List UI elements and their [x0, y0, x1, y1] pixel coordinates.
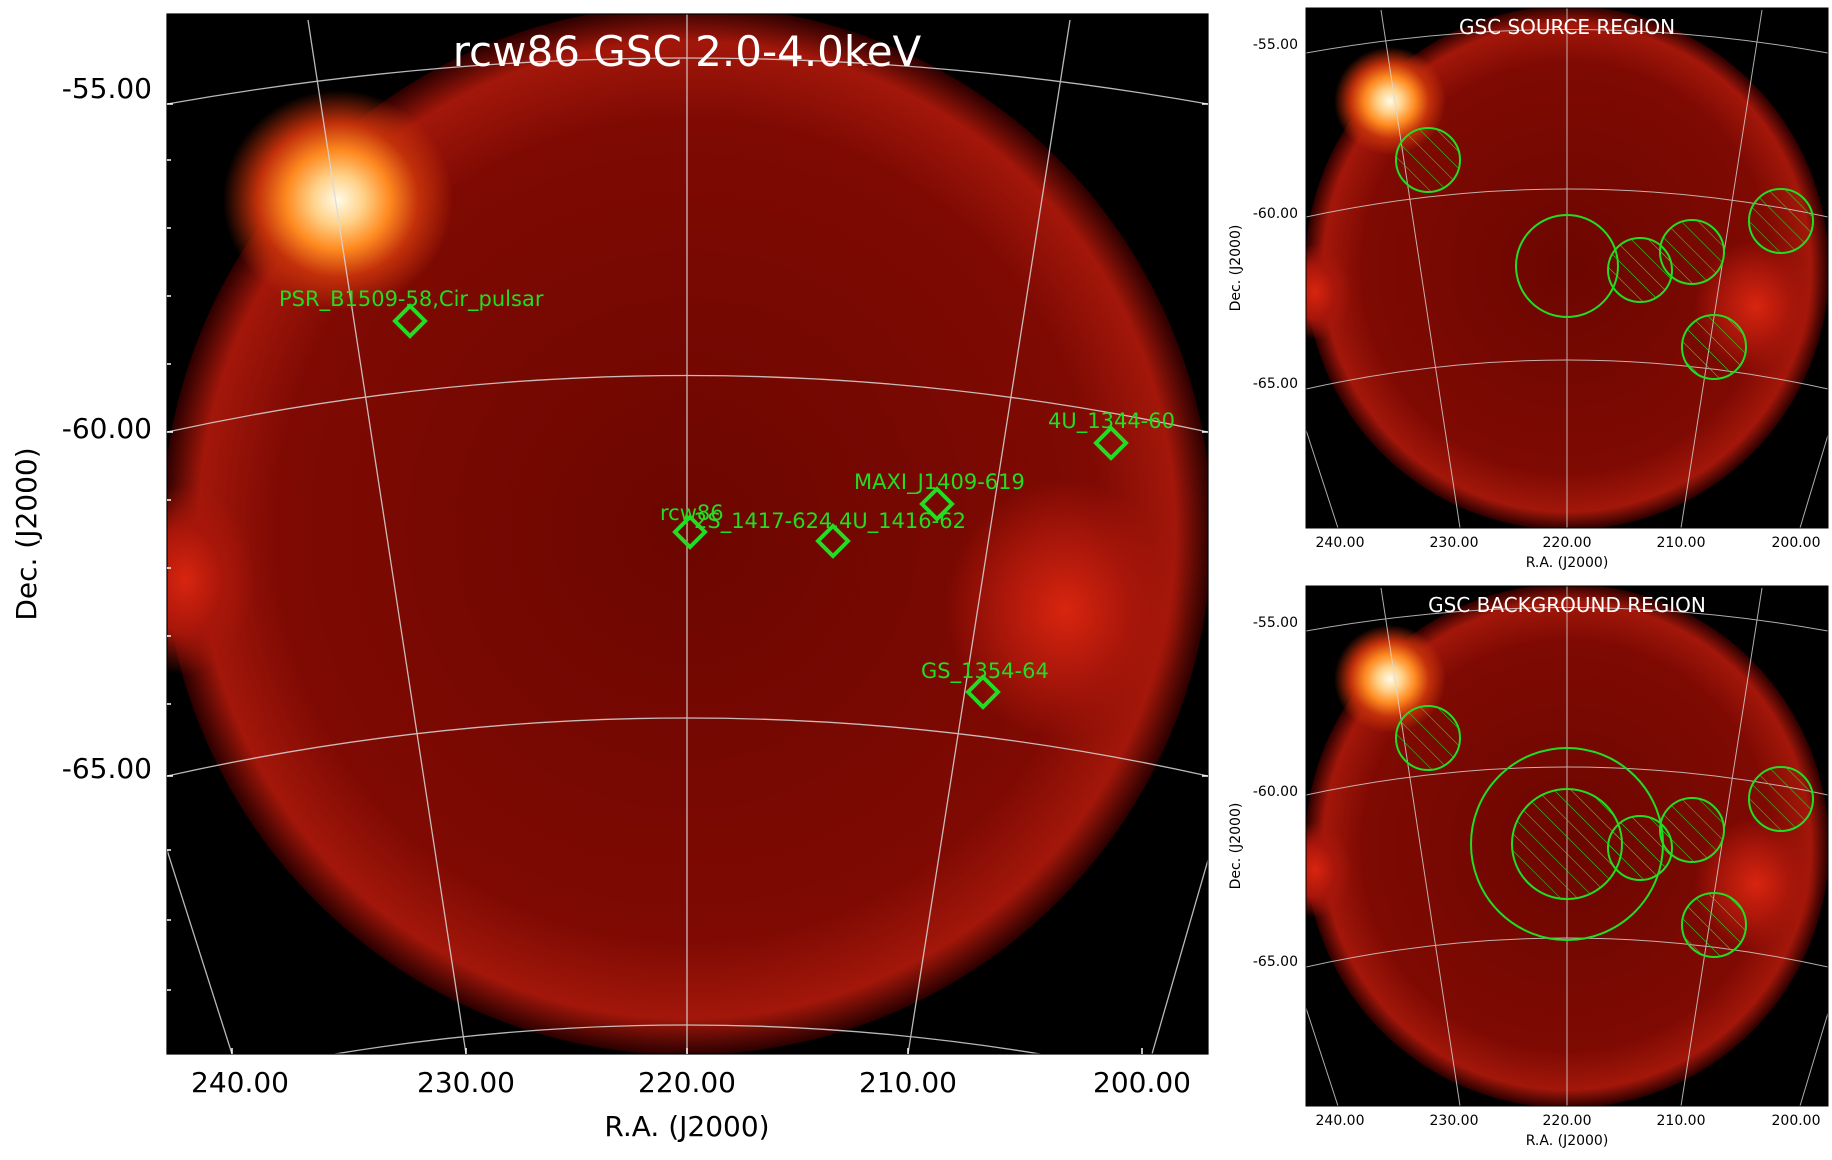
marker-psr-b1509 [392, 303, 428, 339]
source-image [1306, 8, 1828, 528]
background-panel-title: GSC BACKGROUND REGION [1428, 593, 1706, 617]
x-tick-label: 200.00 [1093, 1066, 1191, 1099]
marker-2s-1417 [815, 523, 851, 559]
bright-source-blob [223, 90, 453, 310]
source-label: PSR_B1509-58,Cir_pulsar [279, 287, 544, 312]
main-x-tick-labels: 240.00 230.00 220.00 210.00 200.00 [191, 1066, 1191, 1099]
background-frame [1305, 585, 1829, 1107]
x-tick-label: 230.00 [1430, 535, 1479, 551]
main-x-axis-label: R.A. (J2000) [604, 1110, 769, 1143]
bright-source-blob [1334, 47, 1446, 155]
grid-line-ra-200 [1151, 859, 1208, 1054]
background-region-circles [1395, 705, 1814, 958]
background-x-tick-labels: 240.00 230.00 220.00 210.00 200.00 [1316, 1113, 1821, 1129]
main-title: rcw86 GSC 2.0-4.0keV [453, 27, 922, 76]
source-region-panel: GSC SOURCE REGION -55.00 -60.00 -65.00 2… [1228, 7, 1829, 571]
main-panel: PSR_B1509-58,Cir_pulsar 4U_1344-60 MAXI_… [10, 13, 1209, 1143]
excluded-region [1681, 892, 1747, 958]
background-region-panel: GSC BACKGROUND REGION -55.00 -60.00 -65.… [1228, 585, 1829, 1149]
x-tick-label: 210.00 [1657, 535, 1706, 551]
source-y-axis-label: Dec. (J2000) [1228, 225, 1244, 312]
grid-line-ra-210 [907, 19, 1071, 1054]
excluded-region [1607, 237, 1673, 303]
source-label: GS_1354-64 [921, 659, 1049, 684]
x-tick-label: 200.00 [1772, 1113, 1821, 1129]
source-frame [1305, 7, 1829, 529]
y-tick-label: -60.00 [1253, 206, 1298, 222]
excluded-region [1395, 127, 1461, 193]
warm-region-left [1306, 244, 1351, 340]
x-tick-label: 230.00 [417, 1066, 515, 1099]
source-x-tick-labels: 240.00 230.00 220.00 210.00 200.00 [1316, 535, 1821, 551]
main-y-axis-label: Dec. (J2000) [10, 447, 43, 620]
source-x-axis-label: R.A. (J2000) [1526, 555, 1609, 571]
excluded-region [1681, 314, 1747, 380]
warm-region-left [167, 485, 255, 675]
x-tick-label: 220.00 [1543, 1113, 1592, 1129]
marker-gs-1354 [965, 674, 1001, 710]
marker-rcw86 [672, 514, 708, 550]
main-minor-ticks [167, 103, 1208, 1054]
source-y-tick-labels: -55.00 -60.00 -65.00 [1253, 37, 1298, 392]
source-label: 2S_1417-624,4U_1416-62 [694, 509, 966, 534]
y-tick-label: -55.00 [1253, 615, 1298, 631]
source-panel-title: GSC SOURCE REGION [1459, 15, 1675, 39]
source-labels: PSR_B1509-58,Cir_pulsar 4U_1344-60 MAXI_… [279, 287, 1175, 684]
y-tick-label: -60.00 [62, 412, 152, 445]
x-tick-label: 220.00 [1543, 535, 1592, 551]
y-tick-label: -60.00 [1253, 784, 1298, 800]
x-tick-label: 200.00 [1772, 535, 1821, 551]
warm-region-left [1306, 822, 1351, 918]
excluded-region [1395, 705, 1461, 771]
x-tick-label: 240.00 [1316, 535, 1365, 551]
y-tick-label: -65.00 [1253, 376, 1298, 392]
warm-region-right [945, 480, 1185, 740]
y-tick-label: -55.00 [62, 72, 152, 105]
x-tick-label: 240.00 [1316, 1113, 1365, 1129]
x-tick-label: 240.00 [191, 1066, 289, 1099]
marker-maxi-j1409 [919, 486, 955, 522]
excluded-region [1748, 766, 1814, 832]
main-image: PSR_B1509-58,Cir_pulsar 4U_1344-60 MAXI_… [167, 14, 1208, 1054]
excluded-region [1748, 188, 1814, 254]
coordinate-grid [167, 14, 1208, 1054]
source-label: MAXI_J1409-619 [854, 470, 1025, 495]
y-tick-label: -55.00 [1253, 37, 1298, 53]
grid-line-ra-230 [307, 19, 467, 1054]
background-y-axis-label: Dec. (J2000) [1228, 803, 1244, 890]
x-tick-label: 230.00 [1430, 1113, 1479, 1129]
source-markers [392, 303, 1129, 710]
source-region-circles [1395, 127, 1814, 380]
source-extraction-region [1515, 214, 1619, 318]
background-x-axis-label: R.A. (J2000) [1526, 1133, 1609, 1149]
y-tick-label: -65.00 [62, 752, 152, 785]
background-image [1306, 586, 1828, 1106]
x-tick-label: 220.00 [638, 1066, 736, 1099]
background-annulus-outer [1470, 747, 1664, 941]
x-tick-label: 210.00 [1657, 1113, 1706, 1129]
x-tick-label: 210.00 [859, 1066, 957, 1099]
source-label: rcw86 [660, 501, 724, 525]
y-tick-label: -65.00 [1253, 954, 1298, 970]
coordinate-grid [1306, 8, 1828, 528]
bright-source-blob [1334, 625, 1446, 733]
excluded-source-region [1511, 788, 1623, 900]
source-label: 4U_1344-60 [1048, 409, 1175, 434]
grid-line-ra-240 [167, 849, 233, 1054]
marker-4u-1344 [1093, 425, 1129, 461]
main-y-tick-labels: -55.00 -60.00 -65.00 [62, 72, 152, 785]
background-y-tick-labels: -55.00 -60.00 -65.00 [1253, 615, 1298, 970]
